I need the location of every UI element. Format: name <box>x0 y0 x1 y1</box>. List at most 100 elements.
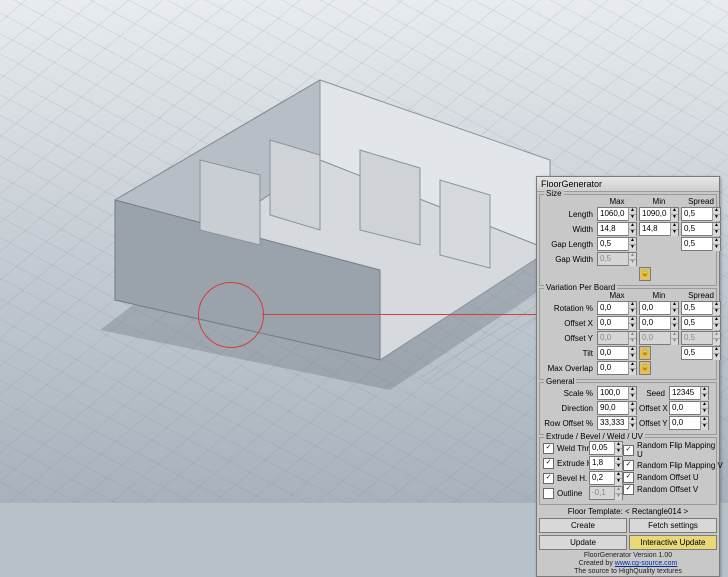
spinner[interactable]: 14,8▲▼ <box>639 222 679 236</box>
uv-option-row: ✓ Random Flip Mapping U <box>623 441 723 459</box>
spinner-down[interactable]: ▼ <box>671 215 678 221</box>
extrude-row: Outline -0,1▲▼ <box>543 486 621 500</box>
spinner-down[interactable]: ▼ <box>629 324 636 330</box>
size-headers: MaxMinSpread <box>543 197 713 206</box>
spinner[interactable]: 0,5▲▼ <box>681 316 721 330</box>
checkbox[interactable]: ✓ <box>623 484 634 495</box>
spinner-down[interactable]: ▼ <box>713 324 720 330</box>
spinner-down[interactable]: ▼ <box>713 215 720 221</box>
uv-option-row: ✓ Random Offset U <box>623 472 723 483</box>
spinner[interactable]: 0,5▲▼ <box>681 207 721 221</box>
spinner-down[interactable]: ▼ <box>615 449 622 455</box>
spinner-down[interactable]: ▼ <box>629 309 636 315</box>
size-row-label: Length <box>543 210 595 219</box>
spinner-down[interactable]: ▼ <box>671 230 678 236</box>
spinner[interactable]: 0,05▲▼ <box>589 441 623 455</box>
spinner-down: ▼ <box>629 339 636 345</box>
checkbox[interactable]: ✓ <box>623 445 634 456</box>
spinner[interactable]: 90,0▲▼ <box>597 401 637 415</box>
spinner: 0,5▲▼ <box>597 252 637 266</box>
fetch-settings-button[interactable]: Fetch settings <box>629 518 717 533</box>
spinner[interactable]: 0,0▲▼ <box>639 316 679 330</box>
checkbox[interactable]: ✓ <box>543 443 554 454</box>
size-row-label: Gap Width <box>543 255 595 264</box>
spinner: 0,0▲▼ <box>597 331 637 345</box>
checkbox[interactable]: ✓ <box>543 458 554 469</box>
spinner[interactable]: 12345▲▼ <box>669 386 709 400</box>
general-row: Row Offset %33,333▲▼ Offset Y0,0▲▼ <box>543 416 713 430</box>
spinner[interactable]: 0,5▲▼ <box>681 222 721 236</box>
spinner-down[interactable]: ▼ <box>701 394 708 400</box>
variation-row: Max Overlap0,0▲▼🔒 <box>543 361 713 375</box>
spinner-down[interactable]: ▼ <box>629 369 636 375</box>
group-size-label: Size <box>544 189 564 198</box>
uv-option-label: Random Flip Mapping V <box>637 461 723 470</box>
spinner: 0,5▲▼ <box>681 331 721 345</box>
spinner-down[interactable]: ▼ <box>629 424 636 430</box>
footer-tagline: The source to HighQuality textures <box>537 568 719 575</box>
spinner[interactable]: 0,0▲▼ <box>669 401 709 415</box>
spinner-down[interactable]: ▼ <box>629 230 636 236</box>
footer-credit: Created by www.cg-source.com <box>537 560 719 567</box>
spinner-down[interactable]: ▼ <box>615 464 622 470</box>
spinner[interactable]: 0,0▲▼ <box>597 361 637 375</box>
lock-icon[interactable]: 🔒 <box>639 346 651 360</box>
spinner[interactable]: 0,5▲▼ <box>597 237 637 251</box>
variation-row-label: Offset Y <box>543 334 595 343</box>
spinner[interactable]: 14,8▲▼ <box>597 222 637 236</box>
interactive-update-button[interactable]: Interactive Update <box>629 535 717 550</box>
spinner-down[interactable]: ▼ <box>713 309 720 315</box>
checkbox[interactable]: ✓ <box>623 472 634 483</box>
spinner-down[interactable]: ▼ <box>629 215 636 221</box>
checkbox[interactable]: ✓ <box>623 460 634 471</box>
spinner[interactable]: 0,0▲▼ <box>669 416 709 430</box>
lock-icon[interactable]: 🔒 <box>639 267 651 281</box>
update-button[interactable]: Update <box>539 535 627 550</box>
spinner[interactable]: 0,0▲▼ <box>639 301 679 315</box>
checkbox[interactable] <box>543 488 554 499</box>
variation-row: Rotation %0,0▲▼0,0▲▼0,5▲▼ <box>543 301 713 315</box>
spinner-down[interactable]: ▼ <box>629 354 636 360</box>
create-button[interactable]: Create <box>539 518 627 533</box>
spinner[interactable]: 0,5▲▼ <box>681 301 721 315</box>
spinner[interactable]: 33,333▲▼ <box>597 416 637 430</box>
spinner-down[interactable]: ▼ <box>713 230 720 236</box>
lock-icon[interactable]: 🔒 <box>639 361 651 375</box>
spinner[interactable]: 0,5▲▼ <box>681 237 721 251</box>
spinner[interactable]: 0,0▲▼ <box>597 301 637 315</box>
size-row-label: Width <box>543 225 595 234</box>
source-link[interactable]: www.cg-source.com <box>615 560 678 567</box>
extrude-row: ✓ Weld Thr. 0,05▲▼ <box>543 441 621 455</box>
spinner-down[interactable]: ▼ <box>713 245 720 251</box>
spinner-down[interactable]: ▼ <box>629 409 636 415</box>
variation-row-label: Offset X <box>543 319 595 328</box>
floor-template-value[interactable]: < Rectangle014 > <box>625 507 688 516</box>
spinner[interactable]: 0,5▲▼ <box>681 346 721 360</box>
spinner-down[interactable]: ▼ <box>701 424 708 430</box>
spinner-down[interactable]: ▼ <box>615 479 622 485</box>
checkbox[interactable]: ✓ <box>543 473 554 484</box>
group-variation: Variation Per Board MaxMinSpread Rotatio… <box>539 288 717 380</box>
spinner-down[interactable]: ▼ <box>713 354 720 360</box>
spinner-down[interactable]: ▼ <box>671 324 678 330</box>
spinner[interactable]: 0,0▲▼ <box>597 316 637 330</box>
spinner[interactable]: 1,8▲▼ <box>589 456 623 470</box>
spinner[interactable]: 100,0▲▼ <box>597 386 637 400</box>
spinner-down: ▼ <box>629 260 636 266</box>
spinner-down: ▼ <box>615 494 622 500</box>
group-size: Size MaxMinSpread Length1060,0▲▼1090,0▲▼… <box>539 194 717 286</box>
spinner: -0,1▲▼ <box>589 486 623 500</box>
group-general-label: General <box>544 377 576 386</box>
spinner[interactable]: 1060,0▲▼ <box>597 207 637 221</box>
spinner-down[interactable]: ▼ <box>629 245 636 251</box>
spinner[interactable]: 0,2▲▼ <box>589 471 623 485</box>
spinner-down: ▼ <box>713 339 720 345</box>
group-general: General Scale %100,0▲▼ Seed12345▲▼ Direc… <box>539 382 717 435</box>
spinner[interactable]: 1090,0▲▼ <box>639 207 679 221</box>
spinner[interactable]: 0,0▲▼ <box>597 346 637 360</box>
spinner-down[interactable]: ▼ <box>671 309 678 315</box>
uv-option-row: ✓ Random Flip Mapping V <box>623 460 723 471</box>
spinner-down[interactable]: ▼ <box>701 409 708 415</box>
uv-option-label: Random Offset V <box>637 485 698 494</box>
spinner-down[interactable]: ▼ <box>629 394 636 400</box>
